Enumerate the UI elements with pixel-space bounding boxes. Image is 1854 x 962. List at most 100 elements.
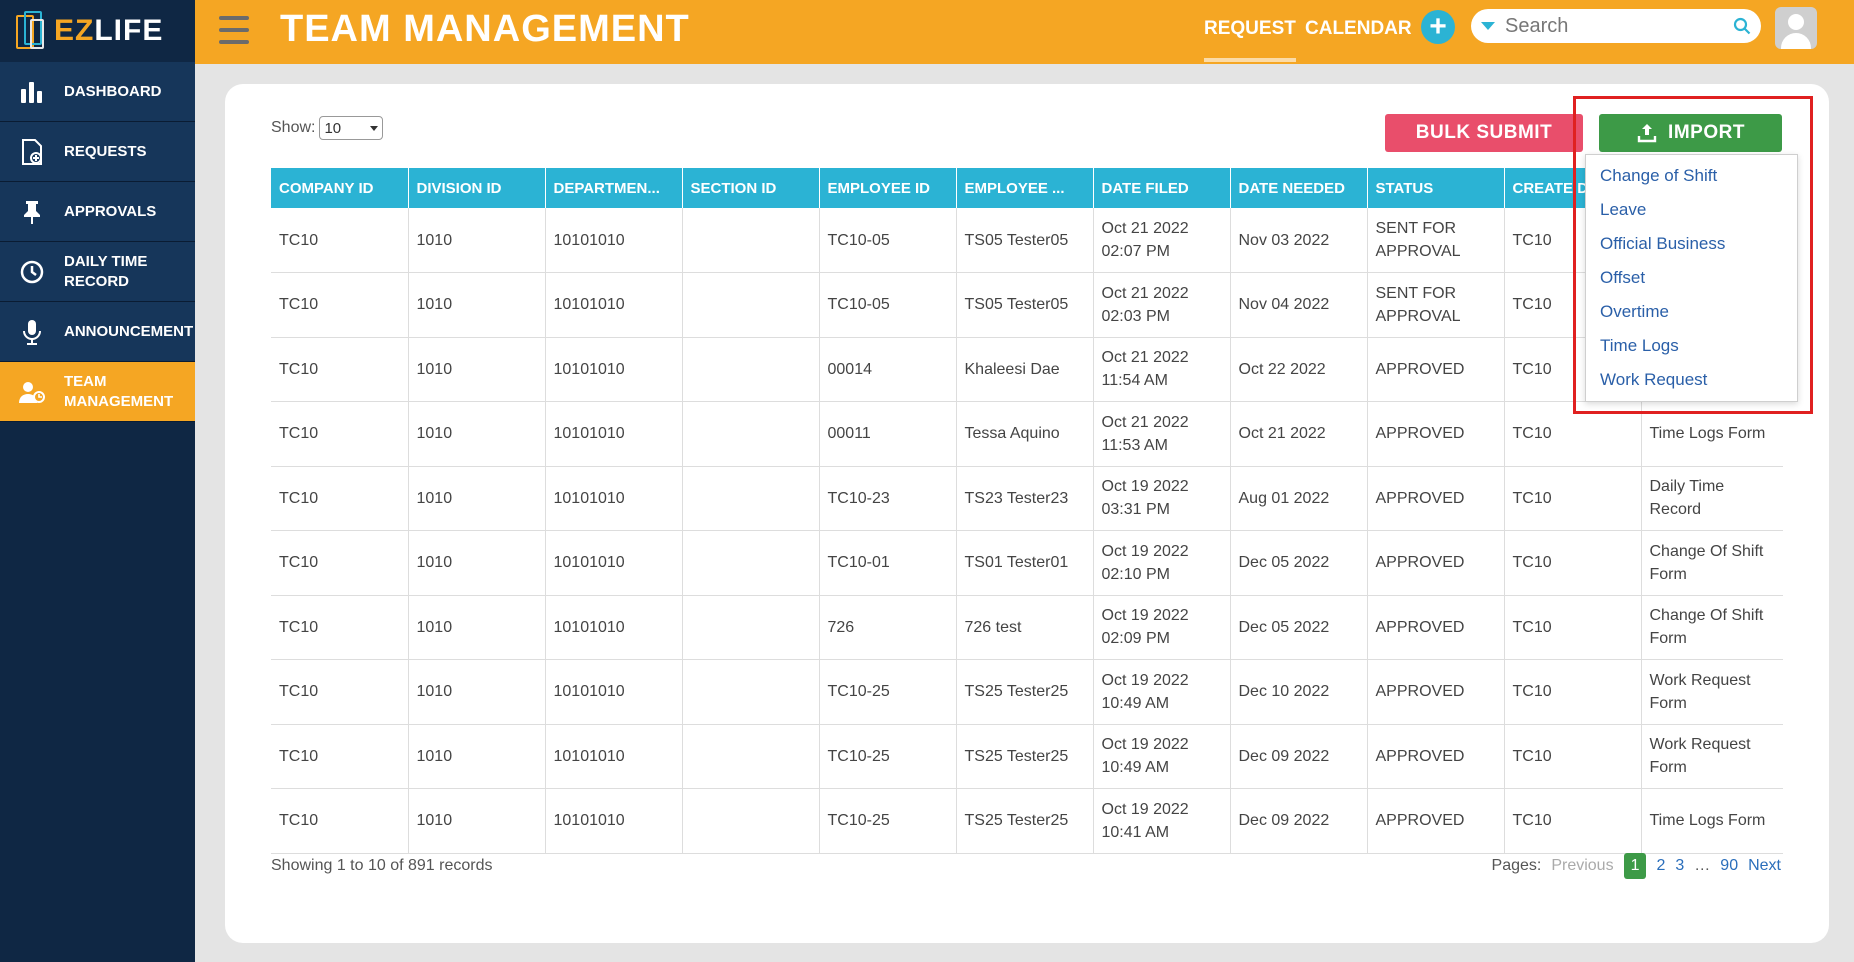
page-link-90[interactable]: 90 (1720, 857, 1739, 874)
import-option-offset[interactable]: Offset (1600, 268, 1646, 287)
import-label: IMPORT (1668, 122, 1745, 143)
search-bar[interactable]: Search (1471, 9, 1761, 43)
app-logo[interactable]: EZLIFE (0, 0, 195, 62)
table-cell: TC10-25 (819, 659, 957, 725)
sidebar-item-announcement[interactable]: ANNOUNCEMENT (0, 302, 195, 362)
table-cell: 10101010 (545, 595, 683, 660)
page-link-1[interactable]: 1 (1623, 853, 1647, 879)
table-row[interactable]: TC10 1010 10101010 TC10-25 TS25 Tester25 Oct … (271, 724, 1783, 789)
clock-icon (18, 258, 46, 286)
user-avatar[interactable] (1775, 7, 1817, 49)
import-option-work-request[interactable]: Work Request (1600, 370, 1708, 389)
table-cell: Oct 19 2022 10:41 AM (1093, 788, 1231, 854)
table-cell: 1010 (408, 337, 546, 402)
search-icon[interactable] (1733, 17, 1751, 35)
table-cell: 10101010 (545, 401, 683, 467)
table-cell: 1010 (408, 401, 546, 467)
page-link-2[interactable]: 2 (1656, 857, 1666, 874)
table-row[interactable]: TC10 1010 10101010 TC10-25 TS25 Tester25 Oct … (271, 659, 1783, 725)
column-header[interactable]: EMPLOYEE ID (819, 168, 957, 208)
table-row[interactable]: TC10 1010 10101010 TC10-01 TS01 Tester01 Oct … (271, 530, 1783, 596)
table-cell (682, 659, 820, 725)
import-button[interactable]: IMPORT (1599, 114, 1782, 152)
sidebar-item-label: TEAM MANAGEMENT (64, 372, 174, 410)
sidebar-item-team-management[interactable]: TEAM MANAGEMENT (0, 362, 195, 422)
table-cell: 10101010 (545, 337, 683, 402)
table-cell: Oct 21 2022 02:07 PM (1093, 208, 1231, 273)
table-header-row: COMPANY ID DIVISION ID DEPARTMEN... SECTION… (271, 168, 1783, 208)
table-cell (682, 272, 820, 338)
column-header[interactable]: DEPARTMEN... (545, 168, 683, 208)
table-cell: 1010 (408, 659, 546, 725)
table-row[interactable]: TC10 1010 10101010 TC10-05 TS05 Tester05 Oct … (271, 272, 1783, 338)
table-row[interactable]: TC10 1010 10101010 00011 Tessa Aquino Oct 21 … (271, 401, 1783, 467)
table-row[interactable]: TC10 1010 10101010 TC10-25 TS25 Tester25 Oct … (271, 788, 1783, 854)
add-icon[interactable]: + (1421, 10, 1455, 44)
microphone-icon (18, 318, 46, 346)
sidebar-item-approvals[interactable]: APPROVALS (0, 182, 195, 242)
column-header[interactable]: DATE NEEDED (1230, 168, 1368, 208)
page-title: TEAM MANAGEMENT (280, 8, 690, 50)
table-cell: 10101010 (545, 530, 683, 596)
table-cell: TC10 (1504, 724, 1642, 789)
column-header[interactable]: DATE FILED (1093, 168, 1231, 208)
table-cell: Tessa Aquino (956, 401, 1094, 467)
import-option-time-logs[interactable]: Time Logs (1600, 336, 1679, 355)
table-cell: Khaleesi Dae (956, 337, 1094, 402)
column-header[interactable]: STATUS (1367, 168, 1505, 208)
column-header[interactable]: DIVISION ID (408, 168, 546, 208)
sidebar-item-label: DASHBOARD (64, 82, 162, 100)
sidebar-item-requests[interactable]: REQUESTS (0, 122, 195, 182)
table-cell: 1010 (408, 788, 546, 854)
table-cell: TS01 Tester01 (956, 530, 1094, 596)
table-row[interactable]: TC10 1010 10101010 00014 Khaleesi Dae Oct 21 … (271, 337, 1783, 402)
table-cell: Time Logs Form (1641, 788, 1783, 854)
import-option-change-of-shift[interactable]: Change of Shift (1600, 166, 1718, 185)
import-option-overtime[interactable]: Overtime (1600, 302, 1669, 321)
sidebar-item-label: REQUESTS (64, 142, 147, 160)
table-cell (682, 466, 820, 531)
search-input[interactable]: Search (1505, 14, 1569, 37)
nav-request[interactable]: REQUEST (1204, 18, 1296, 62)
upload-icon (1637, 124, 1657, 143)
search-filter-dropdown-icon[interactable] (1481, 22, 1495, 30)
show-entries-select[interactable]: 10 (319, 116, 384, 140)
page-ellipsis: … (1694, 857, 1711, 874)
table-cell: Oct 22 2022 (1230, 337, 1368, 402)
logo-life: LIFE (94, 14, 164, 47)
hamburger-menu-icon[interactable] (219, 16, 249, 44)
previous-page-link[interactable]: Previous (1551, 857, 1614, 874)
table-cell: Nov 04 2022 (1230, 272, 1368, 338)
column-header[interactable]: EMPLOYEE ... (956, 168, 1094, 208)
table-cell: Daily Time Record (1641, 466, 1783, 531)
column-header[interactable]: COMPANY ID (271, 168, 409, 208)
sidebar-item-dashboard[interactable]: DASHBOARD (0, 62, 195, 122)
table-cell: TC10 (1504, 530, 1642, 596)
table-row[interactable]: TC10 1010 10101010 TC10-05 TS05 Tester05 Oct … (271, 208, 1783, 273)
import-option-official-business[interactable]: Official Business (1600, 234, 1726, 253)
bulk-submit-button[interactable]: BULK SUBMIT (1385, 114, 1583, 152)
table-cell: Oct 21 2022 11:54 AM (1093, 337, 1231, 402)
import-option-leave[interactable]: Leave (1600, 200, 1647, 219)
column-header[interactable]: SECTION ID (682, 168, 820, 208)
table-cell: TC10 (271, 530, 409, 596)
pin-icon (18, 198, 46, 226)
table-cell: Dec 05 2022 (1230, 530, 1368, 596)
table-cell: TC10-23 (819, 466, 957, 531)
table-cell: 726 (819, 595, 957, 660)
table-row[interactable]: TC10 1010 10101010 726 726 test Oct 19 2022 0… (271, 595, 1783, 660)
table-row[interactable]: TC10 1010 10101010 TC10-23 TS23 Tester23 Oct … (271, 466, 1783, 531)
import-dropdown-menu: Change of Shift Leave Official Business … (1585, 154, 1798, 402)
page-link-3[interactable]: 3 (1675, 857, 1685, 874)
nav-calendar[interactable]: CALENDAR (1305, 18, 1412, 39)
table-cell: TC10-05 (819, 272, 957, 338)
table-cell: 1010 (408, 724, 546, 789)
show-label: Show: (271, 119, 316, 136)
sidebar-item-label: APPROVALS (64, 202, 157, 220)
sidebar-item-daily-time-record[interactable]: DAILY TIME RECORD (0, 242, 195, 302)
table-cell: 1010 (408, 595, 546, 660)
bar-chart-icon (18, 78, 46, 106)
next-page-link[interactable]: Next (1748, 857, 1781, 874)
table-cell: Aug 01 2022 (1230, 466, 1368, 531)
table-cell: TC10 (1504, 595, 1642, 660)
